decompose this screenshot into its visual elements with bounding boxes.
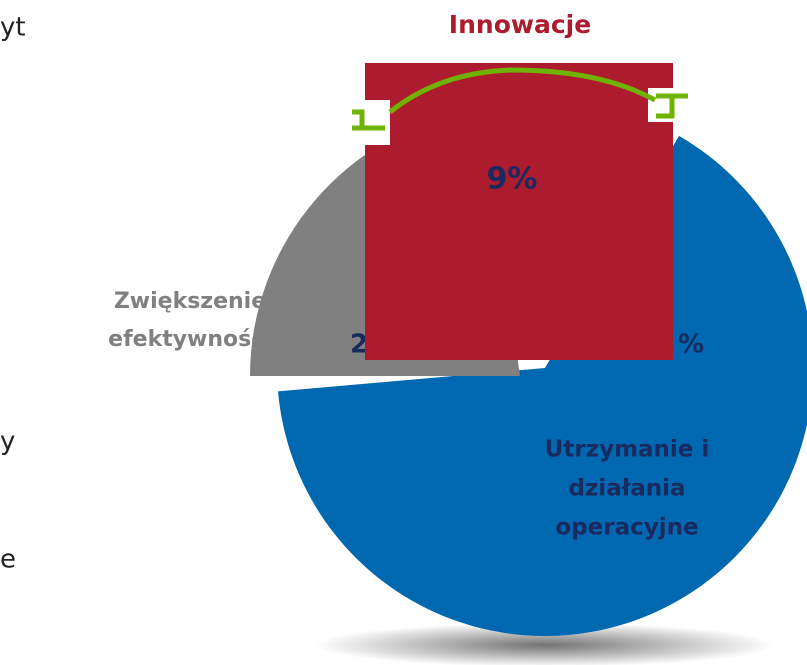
handle-right-icon xyxy=(656,93,688,119)
operations-slice xyxy=(278,135,807,636)
efficiency-label: Zwiększenie xyxy=(114,289,266,314)
operations-label: Utrzymanie i xyxy=(545,437,710,463)
handle-left-icon xyxy=(352,109,385,131)
innovation-box xyxy=(365,63,673,360)
cropped-text: yt xyxy=(0,13,26,43)
pie-shadow xyxy=(315,623,775,665)
curve-connector xyxy=(388,67,657,114)
operations-value-label: % xyxy=(678,330,704,360)
handle-left xyxy=(345,100,390,145)
innovation-value-label: 9% xyxy=(487,162,538,197)
efficiency-label: efektywności xyxy=(108,327,272,352)
operations-label: działania xyxy=(568,476,685,502)
efficiency-value-label: 2 xyxy=(350,330,368,360)
innovation-label: Innowacje xyxy=(449,10,591,39)
cropped-text: y xyxy=(0,427,15,457)
cropped-text: e xyxy=(0,545,16,575)
operations-label: operacyjne xyxy=(555,515,698,541)
